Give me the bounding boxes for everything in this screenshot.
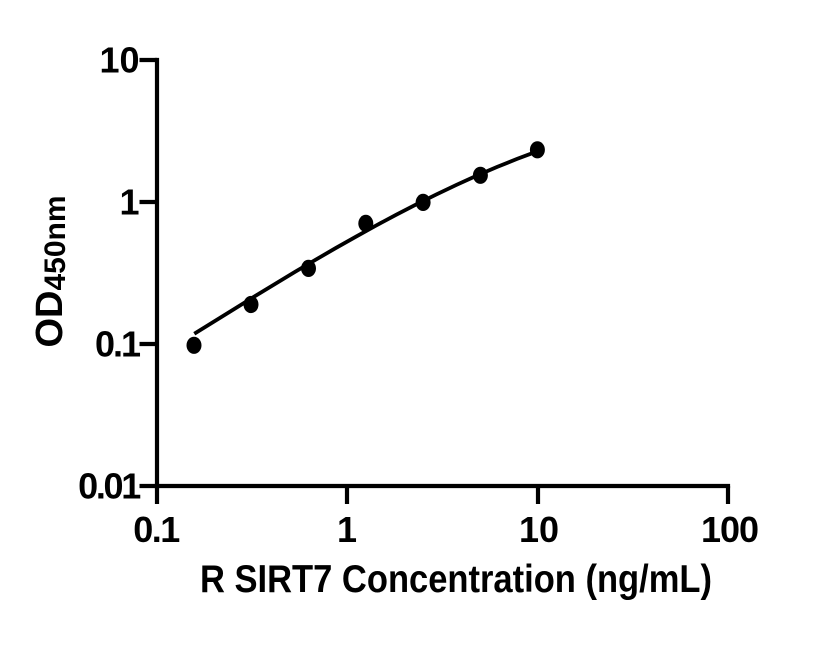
svg-text:0.01: 0.01 — [78, 466, 141, 507]
svg-text:10: 10 — [99, 40, 139, 81]
svg-text:10: 10 — [519, 509, 559, 550]
svg-text:R SIRT7 Concentration (ng/mL): R SIRT7 Concentration (ng/mL) — [200, 558, 712, 601]
svg-text:100: 100 — [701, 509, 758, 550]
svg-text:1: 1 — [337, 509, 357, 550]
svg-text:1: 1 — [119, 182, 139, 223]
svg-text:0.1: 0.1 — [133, 509, 180, 550]
svg-text:0.1: 0.1 — [95, 324, 141, 365]
